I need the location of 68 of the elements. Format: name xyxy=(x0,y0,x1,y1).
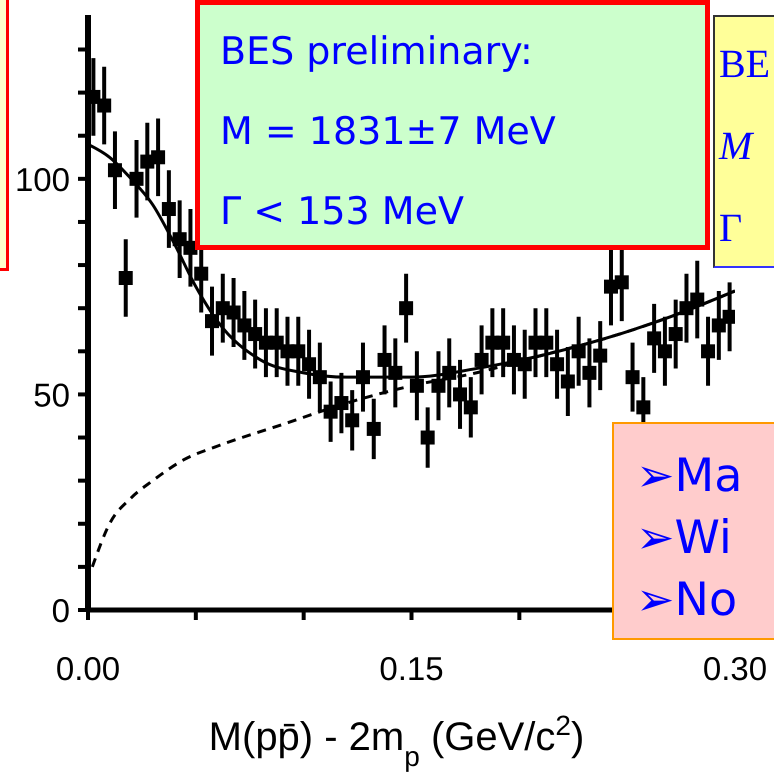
point xyxy=(453,387,468,402)
point xyxy=(162,202,176,216)
point xyxy=(626,370,640,384)
point xyxy=(172,232,187,246)
annotation: Γ < 153 MeV xyxy=(220,188,465,235)
x-tick-label: 0.30 xyxy=(702,650,768,687)
point xyxy=(690,292,704,307)
point xyxy=(237,318,252,332)
point xyxy=(118,271,133,286)
point xyxy=(130,172,144,186)
point xyxy=(593,348,608,363)
y-tick-label: 50 xyxy=(33,376,70,414)
annotation: ➢Ma xyxy=(636,447,744,504)
annotation: BES preliminary: xyxy=(220,28,534,75)
point xyxy=(248,327,262,342)
point xyxy=(345,413,360,428)
point xyxy=(679,301,694,316)
annotation: BE xyxy=(719,40,772,88)
x-tick-label: 0.15 xyxy=(379,650,444,687)
x-axis-title: M(pp̄) - 2m$_{p}$ (GeV/c$^{2}$) xyxy=(208,710,584,772)
y-tick-label: 0 xyxy=(52,592,70,629)
point xyxy=(302,357,316,372)
annotation: ➢Wi xyxy=(636,509,733,566)
point xyxy=(366,422,381,436)
point xyxy=(151,150,166,164)
point xyxy=(334,396,348,410)
point xyxy=(550,357,564,372)
point xyxy=(312,370,327,384)
point xyxy=(518,357,532,372)
point xyxy=(356,370,370,384)
point xyxy=(399,301,414,316)
point xyxy=(410,378,424,393)
annotation: Γ xyxy=(719,204,744,252)
point xyxy=(226,306,241,320)
text-box: BE M Γ xyxy=(713,15,774,268)
point xyxy=(205,314,220,328)
y-tick-label: 100 xyxy=(14,160,70,198)
point xyxy=(378,352,392,367)
point xyxy=(701,344,716,358)
point xyxy=(539,336,554,350)
point xyxy=(474,352,489,367)
point xyxy=(270,336,284,350)
point xyxy=(442,366,456,380)
point xyxy=(712,318,726,332)
point xyxy=(668,327,683,342)
point xyxy=(194,266,208,281)
point xyxy=(431,378,446,393)
annotation: M = 1831±7 MeV xyxy=(220,108,557,155)
point xyxy=(388,366,402,380)
point xyxy=(496,336,510,350)
point xyxy=(324,404,338,419)
point xyxy=(636,400,650,414)
text-box: ➢Ma ➢Wi ➢No xyxy=(612,422,774,640)
point xyxy=(572,344,586,358)
annotation: M xyxy=(719,122,755,170)
point xyxy=(647,331,662,346)
point xyxy=(614,275,629,290)
point xyxy=(420,430,435,445)
point xyxy=(582,366,596,380)
x-tick-label: 0.00 xyxy=(56,650,120,687)
point xyxy=(108,163,122,178)
annotation: ➢No xyxy=(636,571,738,628)
point xyxy=(658,344,672,358)
text-box: BES preliminary: M = 1831±7 MeV Γ < 153 MeV xyxy=(195,0,710,250)
point xyxy=(464,400,478,414)
point xyxy=(291,344,306,358)
point xyxy=(97,98,112,113)
point xyxy=(560,374,575,388)
